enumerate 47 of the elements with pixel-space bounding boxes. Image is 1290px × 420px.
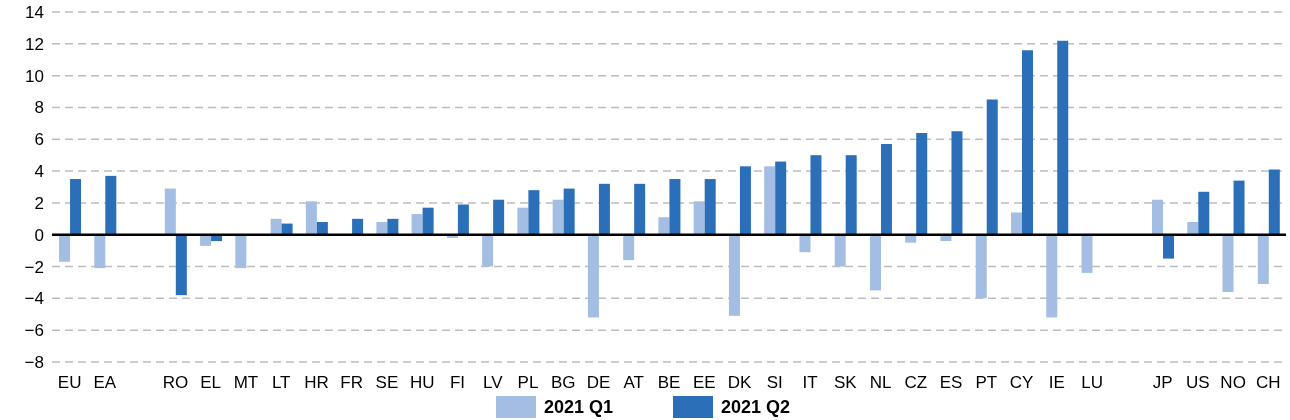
x-tick-label: JP xyxy=(1152,373,1173,393)
x-tick-label: CZ xyxy=(904,373,928,393)
x-tick-label: RO xyxy=(162,373,189,393)
y-tick-label: −6 xyxy=(24,321,44,341)
x-tick-label: LV xyxy=(482,373,504,393)
legend-label: 2021 Q2 xyxy=(721,396,791,418)
y-tick-label: −8 xyxy=(24,353,44,373)
y-tick-label: 12 xyxy=(25,34,44,54)
x-tick-label: IE xyxy=(1048,373,1065,393)
x-tick-label: US xyxy=(1186,373,1210,393)
x-tick-label: ES xyxy=(939,373,963,393)
y-tick-label: −4 xyxy=(24,289,44,309)
x-tick-label: EE xyxy=(692,373,716,393)
x-tick-label: NO xyxy=(1220,373,1246,393)
y-tick-label: 4 xyxy=(34,162,44,182)
x-tick-label: MT xyxy=(233,373,259,393)
x-tick-label: PL xyxy=(517,373,539,393)
y-tick-label: 0 xyxy=(34,225,44,245)
x-tick-label: CH xyxy=(1256,373,1281,393)
x-tick-label: DK xyxy=(727,373,752,393)
x-tick-label: HR xyxy=(304,373,329,393)
x-tick-label: BE xyxy=(657,373,681,393)
y-tick-label: 14 xyxy=(25,3,44,23)
x-tick-label: SE xyxy=(375,373,399,393)
x-tick-label: EL xyxy=(200,373,222,393)
x-tick-label: BG xyxy=(550,373,576,393)
y-tick-label: −2 xyxy=(24,257,44,277)
x-tick-label: IT xyxy=(802,373,818,393)
x-tick-label: FR xyxy=(340,373,364,393)
y-tick-label: 6 xyxy=(34,130,44,150)
y-tick-label: 10 xyxy=(25,66,44,86)
x-tick-label: PT xyxy=(975,373,998,393)
x-tick-label: LT xyxy=(271,373,291,393)
x-tick-label: NL xyxy=(869,373,892,393)
x-tick-label: EA xyxy=(93,373,117,393)
x-tick-label: AT xyxy=(623,373,644,393)
x-tick-label: HU xyxy=(409,373,435,393)
y-tick-label: 2 xyxy=(34,193,44,213)
x-tick-label: LU xyxy=(1081,373,1103,393)
x-tick-label: CY xyxy=(1009,373,1034,393)
x-tick-label: SI xyxy=(766,373,783,393)
x-tick-label: FI xyxy=(449,373,466,393)
x-tick-label: DE xyxy=(586,373,611,393)
x-tick-label: SK xyxy=(833,373,858,393)
y-tick-label: 8 xyxy=(34,98,44,118)
x-tick-label: EU xyxy=(57,373,82,393)
legend-label: 2021 Q1 xyxy=(543,396,613,418)
